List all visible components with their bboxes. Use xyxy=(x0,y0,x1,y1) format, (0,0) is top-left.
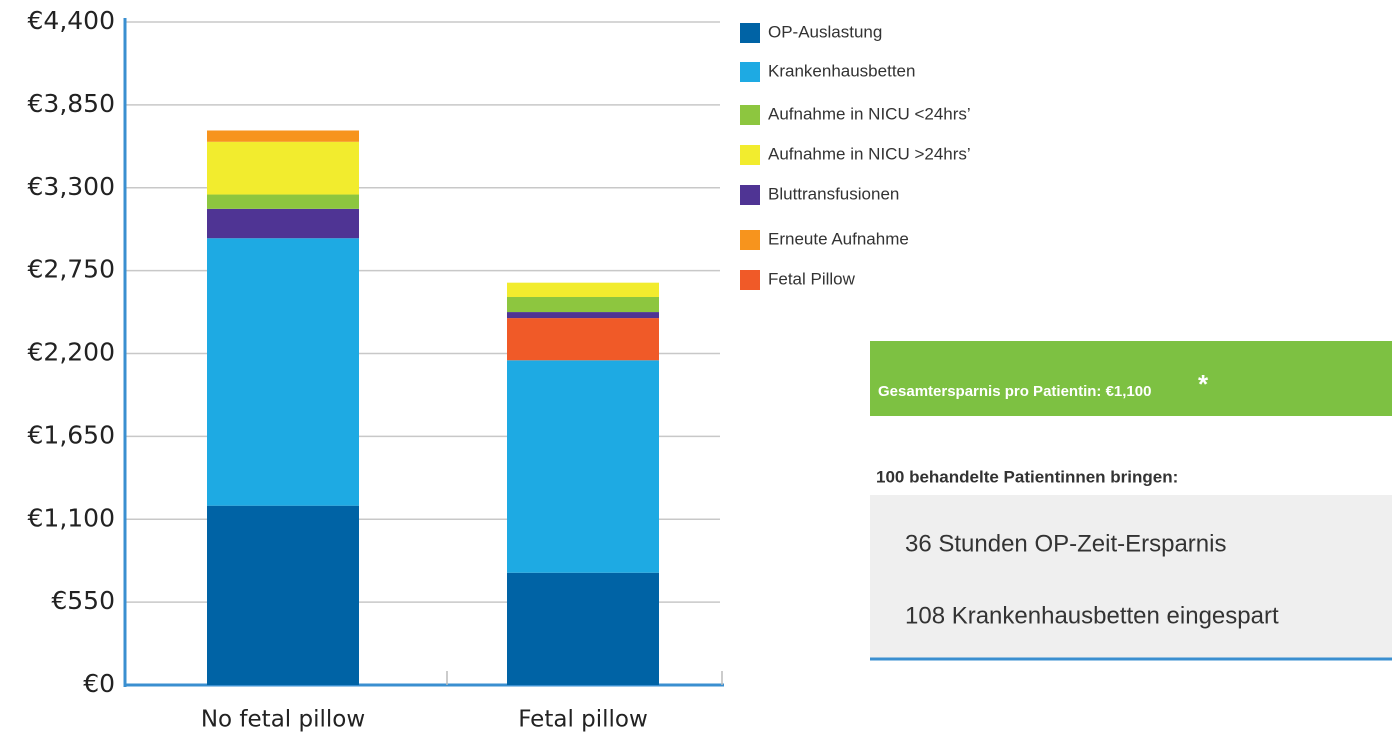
summary-item: 36 Stunden OP-Zeit-Ersparnis xyxy=(905,530,1226,557)
bar-segment xyxy=(207,208,359,239)
bar-segment xyxy=(207,505,359,685)
legend-label: Aufnahme in NICU <24hrs’ xyxy=(768,104,971,123)
legend-swatch xyxy=(740,105,760,125)
bar-segment xyxy=(507,296,659,313)
legend-label: OP-Auslastung xyxy=(768,22,882,41)
bar-segment xyxy=(507,572,659,685)
summary-item: 108 Krankenhausbetten eingespart xyxy=(905,602,1279,629)
legend-swatch xyxy=(740,23,760,43)
y-tick-label: €3,850 xyxy=(28,89,115,118)
y-tick-label: €0 xyxy=(83,669,115,698)
bar-segment xyxy=(507,360,659,573)
x-tick-label: Fetal pillow xyxy=(518,707,648,733)
bar-segment xyxy=(207,238,359,506)
bar-segment xyxy=(207,194,359,209)
asterisk: * xyxy=(1198,369,1209,399)
y-tick-label: €2,200 xyxy=(28,338,115,367)
legend-swatch xyxy=(740,185,760,205)
y-tick-label: €1,650 xyxy=(28,420,115,449)
y-tick-label: €550 xyxy=(51,586,115,615)
legend-swatch xyxy=(740,145,760,165)
legend-label: Krankenhausbetten xyxy=(768,61,915,80)
bar-segment xyxy=(207,130,359,142)
bar-segment xyxy=(507,312,659,319)
y-tick-label: €1,100 xyxy=(28,503,115,532)
summary-box xyxy=(870,495,1392,660)
legend-swatch xyxy=(740,62,760,82)
summary-heading: 100 behandelte Patientinnen bringen: xyxy=(876,467,1178,486)
bar-segment xyxy=(207,141,359,195)
y-tick-label: €3,300 xyxy=(28,172,115,201)
legend-swatch xyxy=(740,230,760,250)
legend-label: Fetal Pillow xyxy=(768,269,856,288)
bar-segment xyxy=(507,282,659,297)
y-tick-label: €2,750 xyxy=(28,255,115,284)
bar-segment xyxy=(507,318,659,361)
legend-label: Aufnahme in NICU >24hrs’ xyxy=(768,144,971,163)
savings-box xyxy=(870,341,1392,416)
legend-label: Bluttransfusionen xyxy=(768,184,899,203)
savings-text: Gesamtersparnis pro Patientin: €1,100 xyxy=(878,383,1151,400)
legend-swatch xyxy=(740,270,760,290)
y-tick-label: €4,400 xyxy=(28,6,115,35)
legend-label: Erneute Aufnahme xyxy=(768,229,909,248)
x-tick-label: No fetal pillow xyxy=(201,707,365,733)
